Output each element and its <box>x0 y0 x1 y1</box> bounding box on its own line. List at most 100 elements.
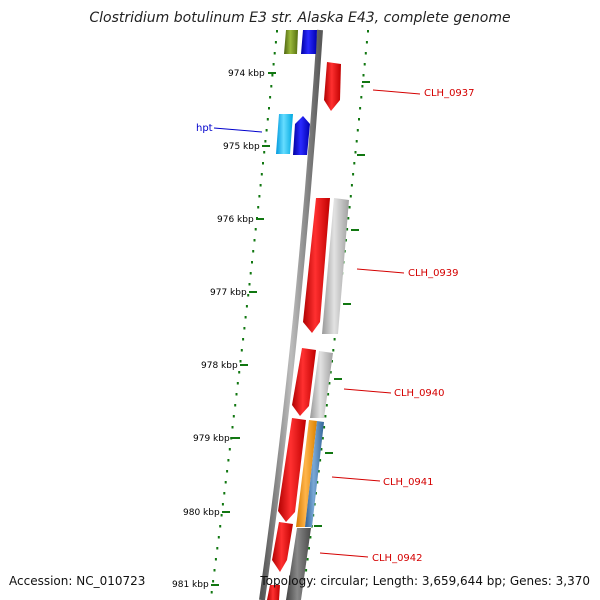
gene-hpt-cyan[interactable] <box>276 114 293 154</box>
outer-ring-ticks <box>314 81 370 527</box>
callout-line-clh-0937 <box>372 89 421 95</box>
tick-dot <box>354 151 357 154</box>
callout-line-clh-0941 <box>331 476 381 482</box>
tick-dot <box>264 140 267 143</box>
tick-dot <box>265 129 268 132</box>
tick-dot <box>269 96 272 99</box>
tick-dot <box>314 492 317 495</box>
tick-dot <box>321 437 324 440</box>
tick-dot <box>309 536 312 539</box>
gene-clh-0937[interactable] <box>324 62 341 111</box>
gene-red-0940-left[interactable] <box>292 348 316 416</box>
gene-orange[interactable] <box>296 420 317 527</box>
gene-olive[interactable] <box>284 30 298 54</box>
tick-dot <box>316 481 319 484</box>
tick-dot <box>242 338 245 341</box>
tick-dot <box>319 459 322 462</box>
tick-dot <box>271 74 274 77</box>
gene-blue-top[interactable] <box>301 30 317 54</box>
gene-red-0939-left[interactable] <box>303 198 330 333</box>
tick-dot <box>220 514 223 517</box>
tick-dot <box>257 206 260 209</box>
gene-red-0941-left[interactable] <box>278 418 306 522</box>
tick-dot <box>308 547 310 550</box>
tick-dot <box>331 360 333 363</box>
kbp-label: 979 kbp <box>193 434 230 444</box>
gene-clh-0940[interactable] <box>310 351 333 418</box>
tick-dot <box>348 206 351 209</box>
tick-dot <box>235 393 238 396</box>
tick-dot <box>359 107 362 110</box>
tick-dot <box>232 415 235 418</box>
topology-text: Topology: circular; Length: 3,659,644 bp… <box>260 574 590 588</box>
gene-clh-0939[interactable] <box>322 198 349 334</box>
tick-dot <box>252 250 255 253</box>
tick-dot <box>274 41 277 44</box>
tick-dot <box>230 437 233 440</box>
tick-dot <box>313 503 316 506</box>
tick-dot <box>234 404 237 407</box>
tick-dot <box>356 129 359 132</box>
gene-callouts: hpt CLH_0937 CLH_0939 CLH_0940 CLH_0941 … <box>196 88 475 564</box>
tick-dot <box>221 503 224 506</box>
tick-dot <box>219 525 222 528</box>
tick-dot <box>266 118 269 121</box>
gene-clh-0941[interactable] <box>305 421 324 527</box>
gene-label-clh-0941[interactable]: CLH_0941 <box>383 477 434 488</box>
tick-dot <box>365 41 368 44</box>
tick-dot <box>245 305 248 308</box>
tick-dot <box>353 162 356 165</box>
gene-red-0942-left[interactable] <box>272 522 293 572</box>
tick-dot <box>251 261 253 264</box>
tick-dot <box>352 173 355 176</box>
gene-red-bottom[interactable] <box>267 585 280 600</box>
callout-line-clh-0940 <box>343 388 392 394</box>
tick-dot <box>228 448 231 451</box>
tick-dot <box>258 195 261 198</box>
tick-dot <box>325 404 328 407</box>
tick-dot <box>217 536 220 539</box>
kbp-label: 978 kbp <box>201 361 238 371</box>
tick-dot <box>333 338 336 341</box>
tick-dot <box>248 283 251 286</box>
tick-dot <box>332 349 335 352</box>
kbp-label: 976 kbp <box>217 215 254 225</box>
tick-dot <box>238 371 241 374</box>
tick-dot <box>361 85 364 88</box>
tick-dot <box>253 239 256 242</box>
kbp-label: 981 kbp <box>172 580 209 590</box>
gene-label-clh-0942[interactable]: CLH_0942 <box>372 553 423 564</box>
tick-dot <box>360 96 363 99</box>
gene-label-clh-0939[interactable]: CLH_0939 <box>408 268 459 279</box>
tick-dot <box>344 239 347 242</box>
gene-label-clh-0940[interactable]: CLH_0940 <box>394 388 445 399</box>
tick-dot <box>244 316 247 319</box>
callout-line-clh-0942 <box>319 552 369 558</box>
tick-dot <box>223 492 226 495</box>
gene-label-hpt[interactable]: hpt <box>196 123 213 134</box>
gene-label-clh-0937[interactable]: CLH_0937 <box>424 88 475 99</box>
tick-dot <box>254 228 257 231</box>
tick-dot <box>249 272 252 275</box>
tick-dot <box>367 30 369 33</box>
tick-dot <box>327 393 330 396</box>
tick-dot <box>358 118 360 121</box>
map-title: Clostridium botulinum E3 str. Alaska E43… <box>89 10 510 26</box>
tick-dot <box>247 294 250 297</box>
accession-text: Accession: NC_010723 <box>9 574 146 588</box>
tick-dot <box>306 558 309 561</box>
gene-clh-0942[interactable] <box>286 528 311 600</box>
tick-dot <box>329 371 332 374</box>
tick-dot <box>273 52 276 55</box>
kbp-label: 975 kbp <box>223 142 260 152</box>
tick-dot <box>355 140 358 143</box>
tick-dot <box>216 547 219 550</box>
kbp-label: 977 kbp <box>210 288 247 298</box>
kbp-label: 980 kbp <box>183 508 220 518</box>
tick-dot <box>262 162 264 165</box>
callout-line-clh-0939 <box>356 268 405 274</box>
gene-hpt[interactable] <box>293 116 310 155</box>
gene-features <box>267 30 349 600</box>
tick-dot <box>226 470 229 473</box>
tick-dot <box>268 107 270 110</box>
